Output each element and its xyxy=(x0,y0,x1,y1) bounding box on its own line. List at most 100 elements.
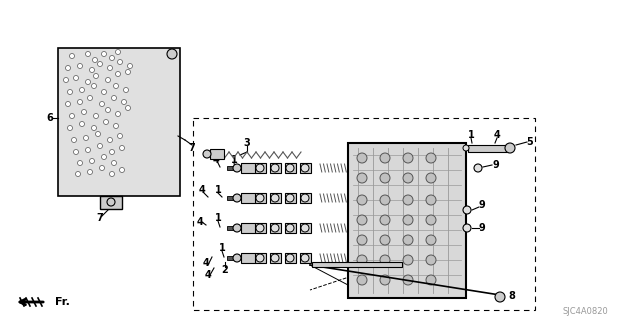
Circle shape xyxy=(357,275,367,285)
Circle shape xyxy=(167,49,177,59)
Bar xyxy=(100,196,122,209)
Bar xyxy=(270,163,281,173)
Circle shape xyxy=(426,173,436,183)
Bar xyxy=(285,193,296,203)
Bar xyxy=(348,143,466,298)
Circle shape xyxy=(463,224,471,232)
Circle shape xyxy=(125,106,131,110)
Circle shape xyxy=(118,60,122,64)
Circle shape xyxy=(111,95,116,100)
Circle shape xyxy=(90,159,95,164)
Bar xyxy=(300,223,311,233)
Circle shape xyxy=(86,51,90,56)
Circle shape xyxy=(76,172,81,176)
Circle shape xyxy=(357,195,367,205)
Circle shape xyxy=(92,125,97,130)
Text: 3: 3 xyxy=(244,138,250,148)
Circle shape xyxy=(106,108,111,113)
Circle shape xyxy=(403,255,413,265)
Bar xyxy=(241,223,255,233)
Text: 7: 7 xyxy=(97,213,104,223)
Circle shape xyxy=(380,195,390,205)
Circle shape xyxy=(403,235,413,245)
Circle shape xyxy=(99,101,104,107)
Text: 5: 5 xyxy=(527,137,533,147)
Circle shape xyxy=(286,194,294,202)
Circle shape xyxy=(380,275,390,285)
Circle shape xyxy=(403,195,413,205)
Circle shape xyxy=(301,194,309,202)
Bar xyxy=(270,193,281,203)
Circle shape xyxy=(426,215,436,225)
Circle shape xyxy=(108,137,113,143)
Bar xyxy=(241,193,255,203)
Circle shape xyxy=(106,78,111,83)
Text: 4: 4 xyxy=(198,185,205,195)
Text: 1: 1 xyxy=(230,155,237,165)
Circle shape xyxy=(426,195,436,205)
Circle shape xyxy=(97,62,102,66)
Circle shape xyxy=(79,87,84,93)
Circle shape xyxy=(93,57,97,63)
Circle shape xyxy=(380,215,390,225)
Circle shape xyxy=(104,120,109,124)
Circle shape xyxy=(271,254,279,262)
Bar xyxy=(255,163,266,173)
Circle shape xyxy=(77,63,83,69)
Text: 4: 4 xyxy=(203,258,209,268)
Circle shape xyxy=(301,254,309,262)
Text: 9: 9 xyxy=(479,223,485,233)
Text: SJC4A0820: SJC4A0820 xyxy=(562,308,608,316)
Bar xyxy=(227,226,237,230)
Circle shape xyxy=(93,73,99,78)
Text: 9: 9 xyxy=(479,200,485,210)
Circle shape xyxy=(357,255,367,265)
Text: 1: 1 xyxy=(219,243,225,253)
Circle shape xyxy=(357,215,367,225)
Circle shape xyxy=(102,154,106,160)
Circle shape xyxy=(70,114,74,118)
Circle shape xyxy=(109,172,115,176)
Text: 6: 6 xyxy=(47,113,53,123)
Circle shape xyxy=(380,235,390,245)
Circle shape xyxy=(233,224,241,232)
Circle shape xyxy=(271,194,279,202)
Circle shape xyxy=(403,215,413,225)
Circle shape xyxy=(463,206,471,214)
Bar xyxy=(241,253,255,263)
Bar xyxy=(285,253,296,263)
Circle shape xyxy=(286,164,294,172)
Circle shape xyxy=(256,164,264,172)
Text: 7: 7 xyxy=(189,143,195,153)
Circle shape xyxy=(357,173,367,183)
Circle shape xyxy=(286,224,294,232)
Bar xyxy=(241,163,255,173)
Circle shape xyxy=(122,100,127,105)
Circle shape xyxy=(108,65,113,70)
Circle shape xyxy=(233,194,241,202)
Text: 4: 4 xyxy=(493,130,500,140)
Text: Fr.: Fr. xyxy=(54,297,69,307)
Circle shape xyxy=(118,133,122,138)
Bar xyxy=(255,193,266,203)
Circle shape xyxy=(120,167,125,173)
Circle shape xyxy=(495,292,505,302)
Circle shape xyxy=(83,136,88,140)
Text: 4: 4 xyxy=(212,155,220,165)
Text: 4: 4 xyxy=(205,270,211,280)
Bar xyxy=(227,196,237,200)
Bar xyxy=(468,145,508,152)
Circle shape xyxy=(72,137,77,143)
Bar xyxy=(227,166,237,170)
Circle shape xyxy=(63,78,68,83)
Circle shape xyxy=(92,84,97,88)
Circle shape xyxy=(115,49,120,55)
Circle shape xyxy=(125,70,131,75)
Circle shape xyxy=(65,101,70,107)
Bar xyxy=(270,223,281,233)
Circle shape xyxy=(86,147,90,152)
Text: 1: 1 xyxy=(214,213,221,223)
Circle shape xyxy=(286,254,294,262)
Circle shape xyxy=(74,150,79,154)
Circle shape xyxy=(113,123,118,129)
